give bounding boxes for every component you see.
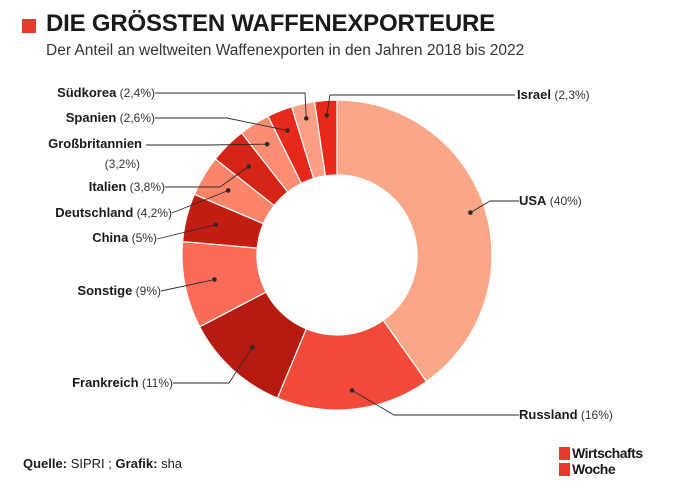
source-value: SIPRI (70, 456, 105, 471)
label-name-usa: USA (519, 193, 547, 208)
title-marker (22, 19, 36, 33)
label-name-russland: Russland (519, 407, 578, 422)
label-value-spanien: (2,6%) (116, 111, 155, 125)
label-value-sonstige: (9%) (132, 284, 161, 298)
label-frankreich: Frankreich (11%) (72, 375, 173, 390)
source-label: Quelle: (23, 456, 68, 471)
label-value-israel: (2,3%) (551, 88, 590, 102)
label-value-italien: (3,8%) (126, 180, 165, 194)
label-name-sonstige: Sonstige (77, 283, 132, 298)
leader-israel (326, 94, 515, 116)
label-name-israel: Israel (517, 87, 551, 102)
graphic-value: sha (161, 456, 183, 471)
label-italien: Italien (3,8%) (89, 179, 165, 194)
leader-dot-deutschland (225, 188, 231, 193)
label-name-spanien: Spanien (66, 110, 117, 125)
label-name-grossbritannien: Großbritannien (48, 136, 142, 151)
label-name-deutschland: Deutschland (55, 205, 133, 220)
leader-italien (165, 166, 250, 188)
label-israel: Israel (2,3%) (517, 87, 590, 102)
label-sonstige: Sonstige (9%) (77, 283, 161, 298)
leader-usa (470, 200, 519, 213)
slice-russland (276, 319, 428, 411)
leader-dot-italien (246, 164, 252, 169)
chart-leader-lines (146, 92, 519, 416)
page-subtitle: Der Anteil an weltweiten Waffenexporten … (46, 42, 525, 59)
label-grossbritannien: Großbritannien (48, 136, 142, 151)
label-name-frankreich: Frankreich (72, 375, 139, 390)
label-value-grossbritannien: (3,2%) (105, 157, 140, 171)
label-name-italien: Italien (89, 179, 127, 194)
leader-dot-usa (468, 210, 473, 215)
chart-slices (181, 99, 493, 411)
logo-line-1: Wirtschafts (559, 446, 643, 460)
leader-grossbritannien (146, 143, 268, 146)
label-value-frankreich: (11%) (139, 376, 173, 390)
logo-block-icon (559, 462, 570, 476)
leader-dot-russland (349, 388, 355, 393)
leader-dot-grossbritannien (264, 141, 270, 147)
leader-dot-frankreich (250, 344, 255, 350)
leader-frankreich (173, 346, 253, 384)
leader-dot-china (213, 222, 219, 228)
label-usa: USA (40%) (519, 193, 582, 208)
leader-deutschland (171, 190, 229, 214)
brand-logo: Wirtschafts Woche (559, 443, 659, 479)
leader-sonstige (160, 279, 215, 292)
slice-israel (313, 99, 338, 177)
label-value-russland: (16%) (578, 408, 613, 422)
label-value-suedkorea: (2,4%) (116, 86, 155, 100)
label-value-usa: (40%) (546, 194, 581, 208)
leader-dot-suedkorea (304, 116, 309, 121)
chart-labels: USA (40%) Russland (16%) Frankreich (11%) S… (48, 85, 613, 422)
label-value-china: (5%) (128, 231, 157, 245)
label-suedkorea: Südkorea (2,4%) (57, 85, 155, 100)
graphic-label: Grafik: (115, 456, 158, 471)
leader-russland (351, 390, 519, 416)
leader-suedkorea (155, 92, 307, 119)
label-china: China (5%) (92, 230, 157, 245)
label-value-deutschland: (4,2%) (133, 206, 172, 220)
label-name-china: China (92, 230, 129, 245)
logo-text-2: Woche (572, 461, 616, 477)
logo-text-1: Wirtschafts (572, 445, 643, 461)
source-separator: ; (108, 456, 112, 471)
leader-spanien (155, 117, 288, 131)
label-spanien: Spanien (2,6%) (66, 110, 155, 125)
leader-dot-sonstige (212, 277, 217, 282)
source-note: Quelle: SIPRI ; Grafik: sha (23, 456, 182, 471)
label-value-line-grossbritannien: (3,2%) (105, 157, 140, 171)
leader-dot-spanien (285, 128, 290, 133)
leader-china (156, 224, 216, 240)
logo-line-2: Woche (559, 461, 616, 477)
label-russland: Russland (16%) (519, 407, 613, 422)
slice-usa (336, 99, 493, 383)
logo-block-icon (559, 446, 570, 460)
label-name-suedkorea: Südkorea (57, 85, 117, 100)
label-deutschland: Deutschland (4,2%) (55, 205, 172, 220)
page-title: DIE GRÖSSTEN WAFFENEXPORTEURE (46, 10, 495, 37)
leader-dot-israel (324, 113, 330, 118)
